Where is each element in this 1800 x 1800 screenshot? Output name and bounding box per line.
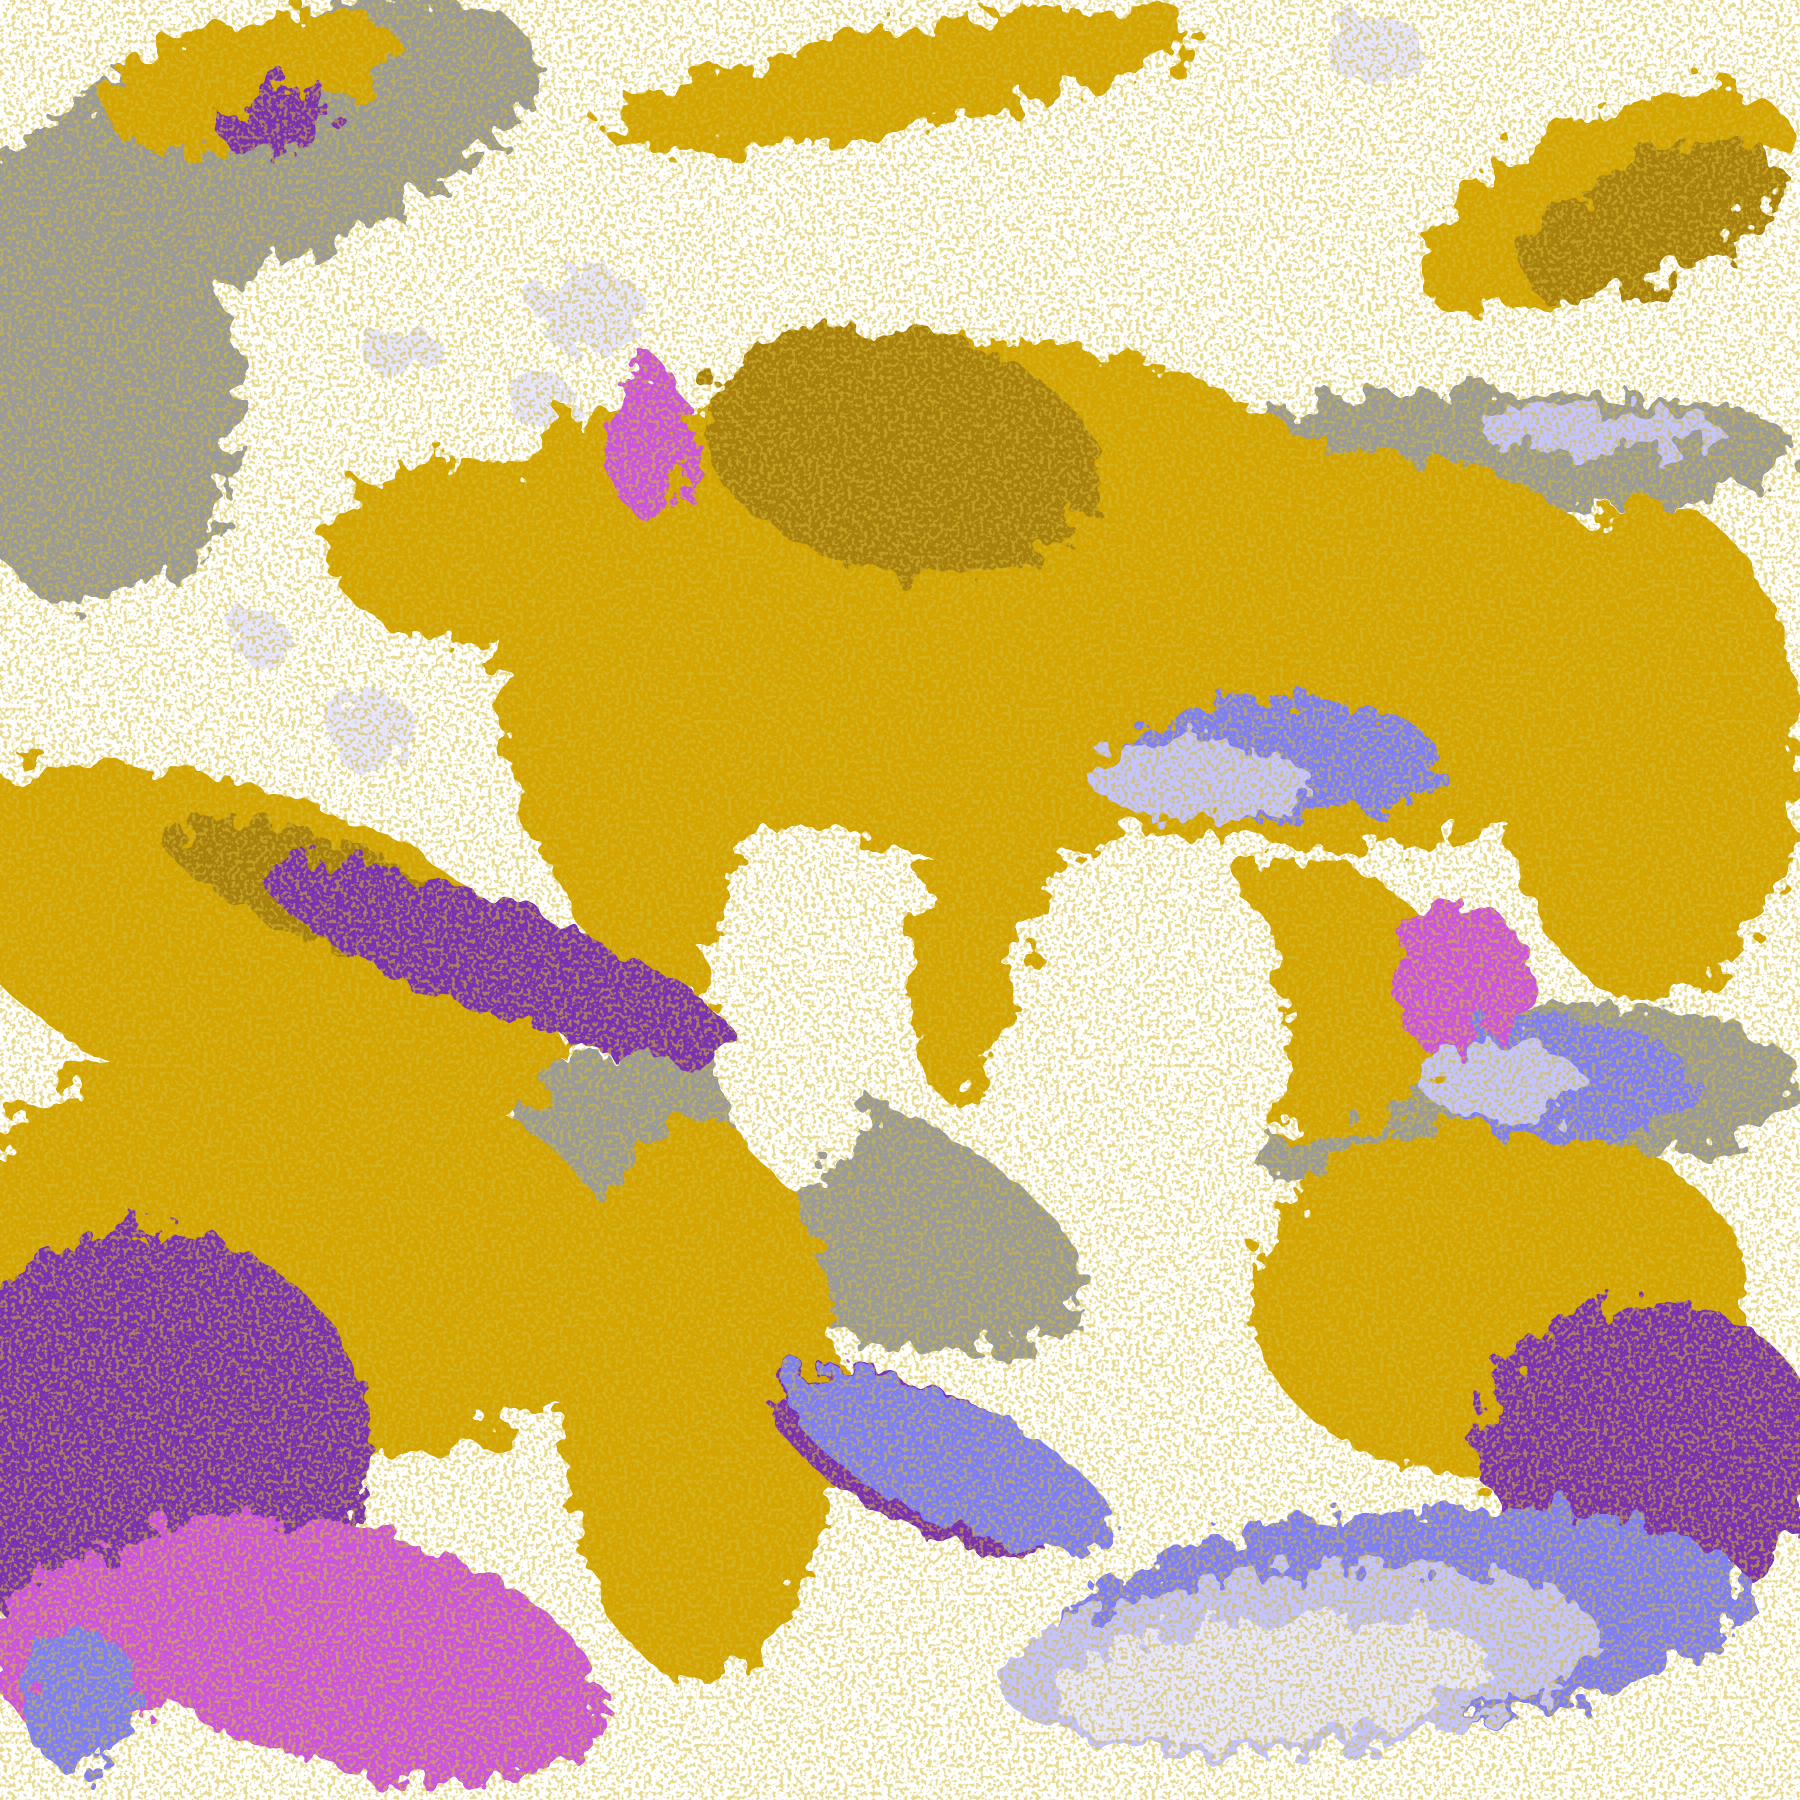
texture-overlay (0, 0, 1800, 1800)
satellite-image (0, 0, 1800, 1800)
cloud-imagery-canvas (0, 0, 1800, 1800)
